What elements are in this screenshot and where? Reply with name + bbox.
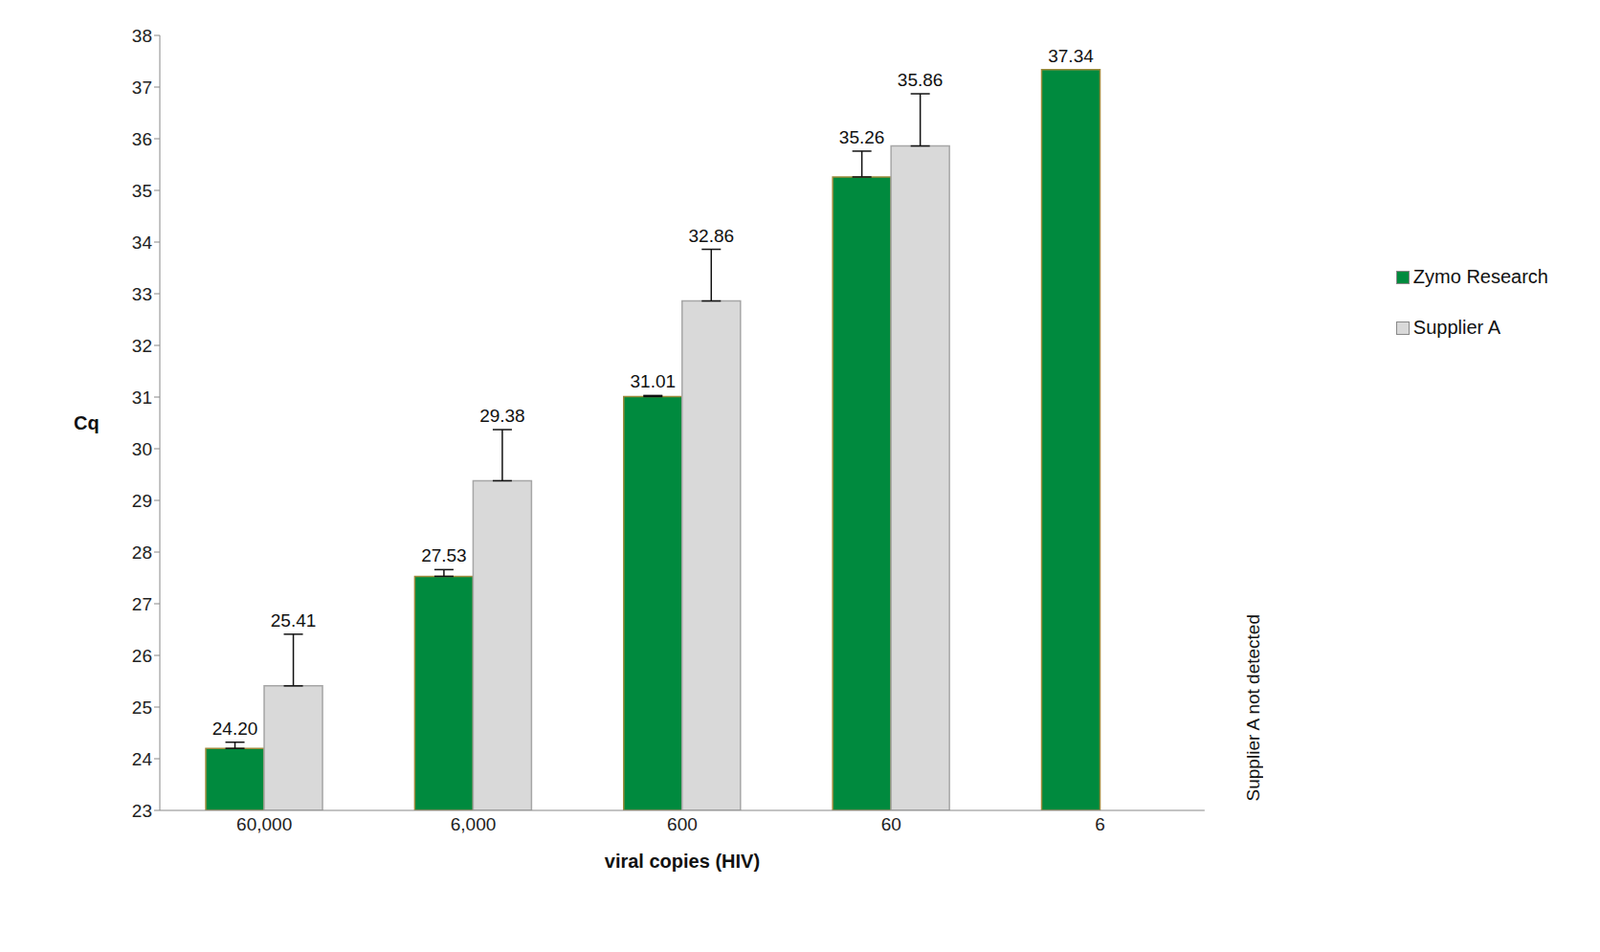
svg-text:32: 32	[132, 335, 153, 356]
svg-text:34: 34	[132, 232, 154, 253]
html-text:Supplier A not detected: Supplier A not detected	[1242, 613, 1264, 801]
svg-text:6,000: 6,000	[450, 814, 497, 835]
svg-text:30: 30	[132, 439, 153, 460]
svg-text:25: 25	[132, 697, 153, 718]
svg-text:32.86: 32.86	[688, 225, 735, 246]
svg-text:24: 24	[132, 749, 154, 770]
svg-text:38: 38	[132, 25, 153, 46]
svg-text:viral copies (HIV): viral copies (HIV)	[604, 850, 760, 872]
svg-text:24.20: 24.20	[212, 718, 259, 739]
svg-text:31: 31	[132, 387, 153, 408]
svg-text:60: 60	[881, 814, 902, 835]
svg-text:Cq: Cq	[73, 412, 100, 434]
svg-text:6: 6	[1094, 814, 1106, 835]
svg-text:29.38: 29.38	[479, 405, 526, 426]
svg-text:25.41: 25.41	[270, 610, 317, 631]
svg-text:23: 23	[132, 800, 153, 822]
svg-text:28: 28	[132, 542, 153, 563]
html-text:Supplier A: Supplier A	[1413, 316, 1501, 338]
svg-text:35.26: 35.26	[839, 127, 886, 148]
svg-text:27.53: 27.53	[421, 545, 467, 566]
svg-text:29: 29	[132, 490, 153, 512]
svg-text:35.86: 35.86	[897, 69, 944, 90]
svg-text:600: 600	[666, 814, 698, 835]
svg-text:36: 36	[132, 129, 153, 150]
html-text:Zymo Research: Zymo Research	[1413, 266, 1549, 288]
svg-text:37.34: 37.34	[1047, 45, 1094, 67]
svg-text:35: 35	[132, 180, 153, 201]
svg-text:33: 33	[132, 284, 153, 305]
svg-text:60,000: 60,000	[236, 814, 292, 835]
svg-text:31.01: 31.01	[630, 371, 677, 392]
svg-text:37: 37	[132, 77, 153, 98]
svg-text:26: 26	[132, 645, 153, 667]
svg-text:27: 27	[132, 594, 153, 615]
